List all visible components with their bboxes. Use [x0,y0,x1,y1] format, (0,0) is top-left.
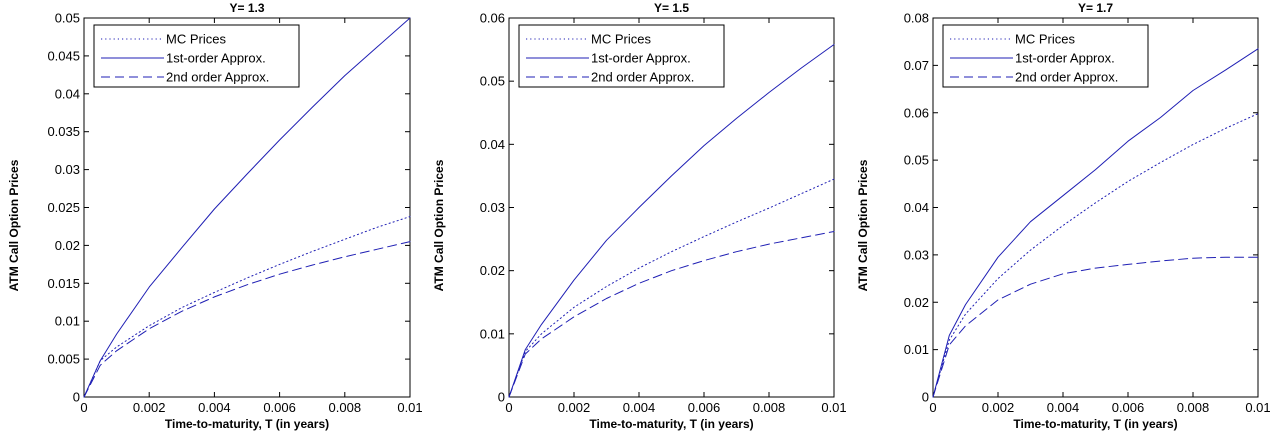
legend-entry: MC Prices [591,32,651,47]
x-tick-label: 0.01 [821,400,846,415]
x-tick-label: 0.002 [133,400,166,415]
y-tick-label: 0.025 [47,200,80,215]
x-axis-label: Time-to-maturity, T (in years) [589,417,753,431]
y-axis: 0 0.01 0.02 0.03 0.04 0.05 0.06 [480,11,834,405]
x-tick-label: 0.004 [198,400,231,415]
chart-1: Y= 1.3 0 0.002 0.004 0.006 0.008 0.01 0 0.005 0.0… [7,1,423,431]
chart-title: Y= 1.3 [229,1,264,15]
legend-box [942,24,1149,88]
y-tick-label: 0.02 [904,295,929,310]
y-tick-label: 0.05 [480,74,505,89]
x-tick-label: 0.006 [688,400,721,415]
y-tick-label: 0.06 [480,11,505,26]
series-line-dashed [83,241,411,398]
y-axis-label: ATM Call Option Prices [7,159,21,291]
y-tick-label: 0.07 [904,58,929,73]
legend-box [93,24,300,88]
x-tick-label: 0.01 [1245,400,1270,415]
x-axis-label: Time-to-maturity, T (in years) [165,417,329,431]
legend-entry: 2nd order Approx. [166,70,269,85]
x-tick-label: 0.006 [263,400,296,415]
y-axis-label: ATM Call Option Prices [432,159,446,291]
y-tick-label: 0.06 [904,105,929,120]
x-tick-label: 0.008 [329,400,362,415]
x-axis: 0 0.002 0.004 0.006 0.008 0.01 [929,18,1271,415]
y-tick-label: 0 [73,390,80,405]
chart-2: Y= 1.5 0 0.002 0.004 0.006 0.008 0.01 0 0.01 0.02… [432,1,847,431]
x-axis: 0 0.002 0.004 0.006 0.008 0.01 [80,18,423,415]
series-line-solid [932,48,1259,398]
x-tick-label: 0 [505,400,512,415]
y-tick-label: 0.02 [55,238,80,253]
x-tick-label: 0.004 [1047,400,1080,415]
x-tick-label: 0 [929,400,936,415]
chart-title: Y= 1.7 [1078,1,1113,15]
y-tick-label: 0 [922,390,929,405]
y-tick-label: 0.08 [904,11,929,26]
y-axis-label: ATM Call Option Prices [856,159,870,291]
y-tick-label: 0.04 [480,137,505,152]
y-tick-label: 0.03 [480,200,505,215]
y-tick-label: 0.005 [47,352,80,367]
legend-entry: MC Prices [166,32,226,47]
chart-title: Y= 1.5 [654,1,689,15]
x-axis: 0 0.002 0.004 0.006 0.008 0.01 [505,18,847,415]
y-tick-label: 0.045 [47,48,80,63]
y-tick-label: 0.03 [55,162,80,177]
x-tick-label: 0.008 [753,400,786,415]
x-tick-label: 0 [80,400,87,415]
legend-entry: 2nd order Approx. [591,70,694,85]
y-tick-label: 0.04 [55,86,80,101]
series-line-dotted [932,113,1259,398]
x-tick-label: 0.004 [623,400,656,415]
x-tick-label: 0.01 [397,400,422,415]
y-tick-label: 0.01 [480,326,505,341]
legend: MC Prices 1st-order Approx. 2nd order Appr… [93,24,300,88]
y-tick-label: 0.02 [480,263,505,278]
series-line-dotted [508,178,835,398]
chart-3: Y= 1.7 0 0.002 0.004 0.006 0.008 0.01 0 0.01 0.02… [856,1,1271,431]
y-axis: 0 0.005 0.01 0.015 0.02 0.025 0.03 0.035 0.04 0.0… [47,11,410,405]
y-tick-label: 0.01 [55,314,80,329]
legend-box [518,24,725,88]
y-tick-label: 0.01 [904,342,929,357]
series-line-dashed [932,256,1259,398]
y-tick-label: 0.05 [55,11,80,26]
x-tick-label: 0.008 [1177,400,1210,415]
series-line-dashed [508,231,835,398]
y-tick-label: 0.035 [47,124,80,139]
x-tick-label: 0.002 [982,400,1015,415]
y-axis: 0 0.01 0.02 0.03 0.04 0.05 0.06 0.07 0.08 [904,11,1258,405]
series-line-solid [508,44,835,398]
legend-entry: 1st-order Approx. [591,51,691,66]
legend-entry: 1st-order Approx. [1015,51,1115,66]
series-line-solid [83,17,411,398]
y-tick-label: 0.03 [904,247,929,262]
y-tick-label: 0.05 [904,153,929,168]
x-axis-label: Time-to-maturity, T (in years) [1013,417,1177,431]
y-tick-label: 0.015 [47,276,80,291]
legend-entry: 1st-order Approx. [166,51,266,66]
x-tick-label: 0.006 [1112,400,1145,415]
x-tick-label: 0.002 [558,400,591,415]
series-line-dotted [83,216,411,398]
legend: MC Prices 1st-order Approx. 2nd order Appr… [942,24,1149,88]
legend-entry: MC Prices [1015,32,1075,47]
y-tick-label: 0.04 [904,200,929,215]
y-tick-label: 0 [498,390,505,405]
legend: MC Prices 1st-order Approx. 2nd order Appr… [518,24,725,88]
legend-entry: 2nd order Approx. [1015,70,1118,85]
